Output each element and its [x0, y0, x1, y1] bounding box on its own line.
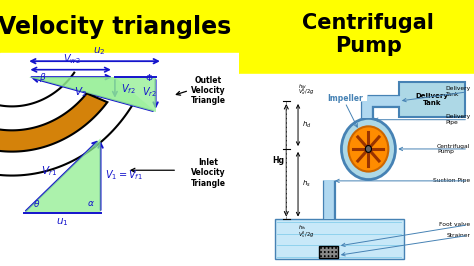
- Text: $h_{fs}$: $h_{fs}$: [298, 223, 307, 232]
- Circle shape: [335, 255, 337, 257]
- Circle shape: [324, 251, 326, 253]
- Circle shape: [331, 247, 333, 249]
- Circle shape: [320, 247, 322, 249]
- Polygon shape: [0, 93, 107, 152]
- Bar: [274, 219, 403, 259]
- Circle shape: [365, 146, 372, 152]
- Text: Inlet
Velocity
Triangle: Inlet Velocity Triangle: [191, 158, 226, 188]
- Bar: [239, 0, 474, 74]
- Circle shape: [324, 255, 326, 257]
- Circle shape: [331, 255, 333, 257]
- Text: Delivery
Tank: Delivery Tank: [446, 86, 471, 97]
- Text: $h_{fd}$: $h_{fd}$: [298, 82, 307, 91]
- Circle shape: [335, 251, 337, 253]
- Text: Suction Pipe: Suction Pipe: [433, 178, 471, 183]
- Circle shape: [348, 126, 388, 172]
- Bar: [319, 246, 338, 258]
- Circle shape: [328, 251, 329, 253]
- Text: $\theta$: $\theta$: [33, 198, 40, 209]
- Text: $h_s$: $h_s$: [301, 179, 310, 189]
- Circle shape: [335, 247, 337, 249]
- Text: Strainer: Strainer: [447, 233, 471, 238]
- Circle shape: [320, 251, 322, 253]
- Text: $V_1=V_{f1}$: $V_1=V_{f1}$: [105, 169, 143, 182]
- Text: $h_d$: $h_d$: [301, 120, 311, 130]
- Text: Impeller: Impeller: [327, 94, 363, 103]
- Text: Delivery
Pipe: Delivery Pipe: [446, 114, 471, 125]
- Text: $V_{f2}$: $V_{f2}$: [121, 82, 136, 96]
- Text: $V_{r2}$: $V_{r2}$: [142, 85, 157, 99]
- Text: $\beta$: $\beta$: [39, 71, 47, 84]
- Text: $V_d^2/2g$: $V_d^2/2g$: [298, 86, 315, 97]
- Polygon shape: [24, 138, 100, 213]
- Text: $u_1$: $u_1$: [56, 216, 69, 228]
- Bar: [0, 53, 239, 266]
- Polygon shape: [29, 77, 155, 112]
- Text: Velocity triangles: Velocity triangles: [0, 15, 231, 39]
- Polygon shape: [29, 77, 155, 112]
- Text: Centrifugal
Pump: Centrifugal Pump: [302, 13, 434, 56]
- Circle shape: [324, 247, 326, 249]
- Text: $u_2$: $u_2$: [93, 45, 106, 57]
- Circle shape: [341, 118, 395, 180]
- Circle shape: [320, 255, 322, 257]
- Circle shape: [328, 255, 329, 257]
- Text: $V_{r1}$: $V_{r1}$: [41, 165, 57, 178]
- Bar: [239, 74, 474, 266]
- Bar: [399, 82, 465, 117]
- Circle shape: [331, 251, 333, 253]
- Bar: [0, 0, 239, 53]
- Text: Outlet
Velocity
Triangle: Outlet Velocity Triangle: [191, 76, 226, 105]
- Text: $\alpha$: $\alpha$: [87, 199, 95, 208]
- Text: Foot valve: Foot valve: [439, 222, 471, 227]
- Text: $V_s^2/2g$: $V_s^2/2g$: [298, 230, 315, 240]
- Text: Centrifugal
Pump: Centrifugal Pump: [437, 144, 471, 154]
- Circle shape: [328, 247, 329, 249]
- Text: $\Phi$: $\Phi$: [145, 72, 153, 83]
- Text: Delivery
Tank: Delivery Tank: [415, 93, 448, 106]
- Text: $V_{w2}$: $V_{w2}$: [63, 52, 81, 66]
- Text: Hg: Hg: [272, 156, 284, 165]
- Text: $V_2$: $V_2$: [74, 85, 87, 99]
